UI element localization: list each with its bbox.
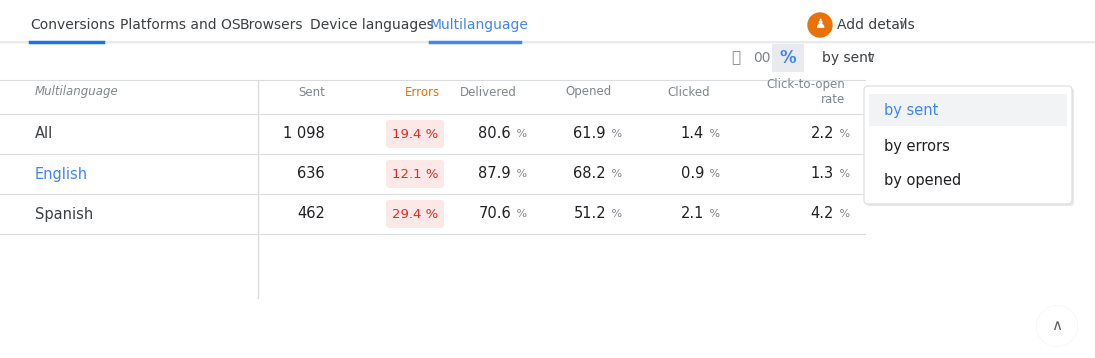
- Text: 19.4 %: 19.4 %: [392, 127, 438, 140]
- Text: %: %: [706, 169, 721, 179]
- Text: by sent: by sent: [884, 102, 938, 117]
- Bar: [869, 94, 1067, 126]
- Text: by sent: by sent: [822, 51, 874, 65]
- FancyBboxPatch shape: [772, 44, 804, 72]
- Text: Opened: Opened: [566, 86, 612, 98]
- Text: 0.9: 0.9: [681, 166, 704, 182]
- Text: 68.2: 68.2: [574, 166, 606, 182]
- Text: All: All: [35, 126, 54, 141]
- Text: %: %: [780, 49, 796, 67]
- Text: Click-to-open
rate: Click-to-open rate: [766, 78, 845, 106]
- Text: 462: 462: [297, 207, 325, 222]
- Text: %: %: [608, 209, 622, 219]
- Text: 1 098: 1 098: [284, 126, 325, 141]
- Text: by opened: by opened: [884, 173, 961, 188]
- Text: Device languages: Device languages: [310, 18, 434, 32]
- Text: ∧: ∧: [1051, 319, 1062, 334]
- Text: 29.4 %: 29.4 %: [392, 208, 438, 221]
- Text: %: %: [608, 169, 622, 179]
- Text: English: English: [35, 166, 88, 182]
- FancyBboxPatch shape: [387, 160, 443, 188]
- Text: Sent: Sent: [298, 86, 325, 98]
- FancyBboxPatch shape: [387, 120, 443, 148]
- Text: ∨: ∨: [898, 19, 907, 32]
- FancyBboxPatch shape: [866, 88, 1074, 206]
- Text: Browsers: Browsers: [240, 18, 303, 32]
- Text: 1.4: 1.4: [681, 126, 704, 141]
- Text: %: %: [512, 209, 527, 219]
- Text: 636: 636: [298, 166, 325, 182]
- Text: 80.6: 80.6: [479, 126, 511, 141]
- Text: %: %: [706, 129, 721, 139]
- Text: %: %: [512, 169, 527, 179]
- Text: 1.3: 1.3: [811, 166, 834, 182]
- Text: %: %: [512, 129, 527, 139]
- Text: Errors: Errors: [405, 86, 440, 98]
- Text: %: %: [835, 209, 850, 219]
- Text: by errors: by errors: [884, 139, 949, 154]
- FancyBboxPatch shape: [864, 86, 1072, 204]
- Circle shape: [808, 13, 832, 37]
- Text: %: %: [608, 129, 622, 139]
- Text: Multilanguage: Multilanguage: [35, 86, 118, 98]
- Text: 2.1: 2.1: [681, 207, 704, 222]
- Text: Delivered: Delivered: [460, 86, 517, 98]
- FancyBboxPatch shape: [387, 200, 443, 228]
- Text: 61.9: 61.9: [574, 126, 606, 141]
- Text: Clicked: Clicked: [667, 86, 710, 98]
- Text: 4.2: 4.2: [810, 207, 834, 222]
- Text: ♟: ♟: [815, 18, 826, 30]
- Text: %: %: [835, 129, 850, 139]
- Text: Multilanguage: Multilanguage: [430, 18, 529, 32]
- Text: 00: 00: [753, 51, 771, 65]
- Text: Platforms and OS: Platforms and OS: [120, 18, 241, 32]
- Text: 87.9: 87.9: [479, 166, 511, 182]
- Text: 51.2: 51.2: [574, 207, 606, 222]
- Text: %: %: [706, 209, 721, 219]
- Text: ∨: ∨: [865, 51, 875, 65]
- Text: Spanish: Spanish: [35, 207, 93, 222]
- Text: 2.2: 2.2: [810, 126, 834, 141]
- Text: Add details: Add details: [837, 18, 914, 32]
- Text: %: %: [835, 169, 850, 179]
- Text: ⧉: ⧉: [731, 50, 740, 66]
- Text: 70.6: 70.6: [479, 207, 511, 222]
- Text: Conversions: Conversions: [30, 18, 115, 32]
- Circle shape: [1037, 306, 1077, 346]
- Text: 12.1 %: 12.1 %: [392, 168, 438, 180]
